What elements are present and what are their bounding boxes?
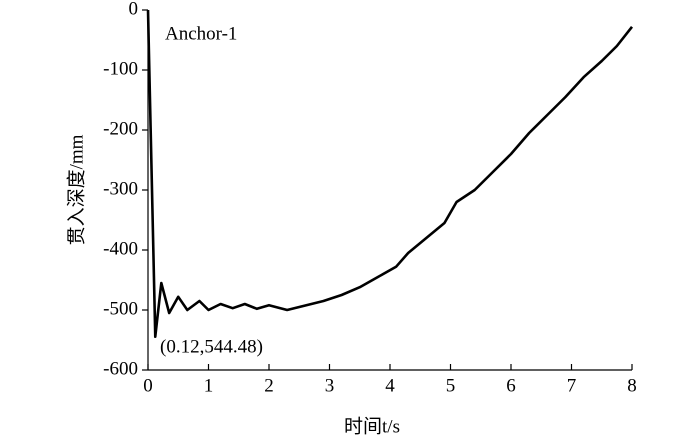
x-tick-label: 5 — [446, 375, 456, 396]
y-tick-label: 0 — [129, 0, 139, 19]
annotation: (0.12,544.48) — [160, 336, 263, 357]
x-tick-label: 0 — [143, 375, 153, 396]
x-tick-label: 3 — [325, 375, 335, 396]
y-tick-label: -200 — [103, 118, 138, 139]
data-line — [146, 9, 634, 338]
x-tick-label: 1 — [204, 375, 214, 396]
x-tick-label: 2 — [264, 375, 274, 396]
y-axis-label: 贯入深度/mm — [65, 134, 87, 245]
x-tick-label: 4 — [385, 375, 395, 396]
y-tick-label: -400 — [103, 238, 138, 259]
x-tick-label: 6 — [506, 375, 516, 396]
x-tick-label: 7 — [567, 375, 577, 396]
x-axis-label: 时间t/s — [344, 415, 400, 437]
x-tick-label: 8 — [627, 375, 637, 396]
annotation: Anchor-1 — [165, 23, 237, 44]
y-tick-label: -500 — [103, 298, 138, 319]
y-tick-label: -100 — [103, 58, 138, 79]
y-tick-label: -600 — [103, 358, 138, 379]
y-tick-label: -300 — [103, 178, 138, 199]
